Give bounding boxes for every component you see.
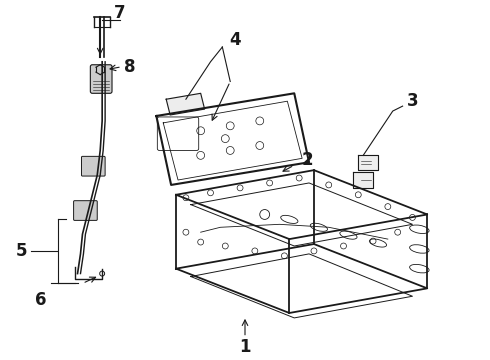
Text: 7: 7 [114,4,126,22]
Text: 2: 2 [301,151,313,169]
FancyBboxPatch shape [81,156,105,176]
Text: 5: 5 [16,242,27,260]
Text: 3: 3 [407,92,418,110]
Text: 4: 4 [229,31,241,49]
Polygon shape [166,93,205,115]
FancyBboxPatch shape [90,65,112,93]
Polygon shape [353,172,373,188]
Text: 6: 6 [35,291,47,309]
Polygon shape [358,156,378,170]
FancyBboxPatch shape [74,201,97,220]
Text: 8: 8 [124,58,136,76]
Text: 1: 1 [239,338,251,356]
